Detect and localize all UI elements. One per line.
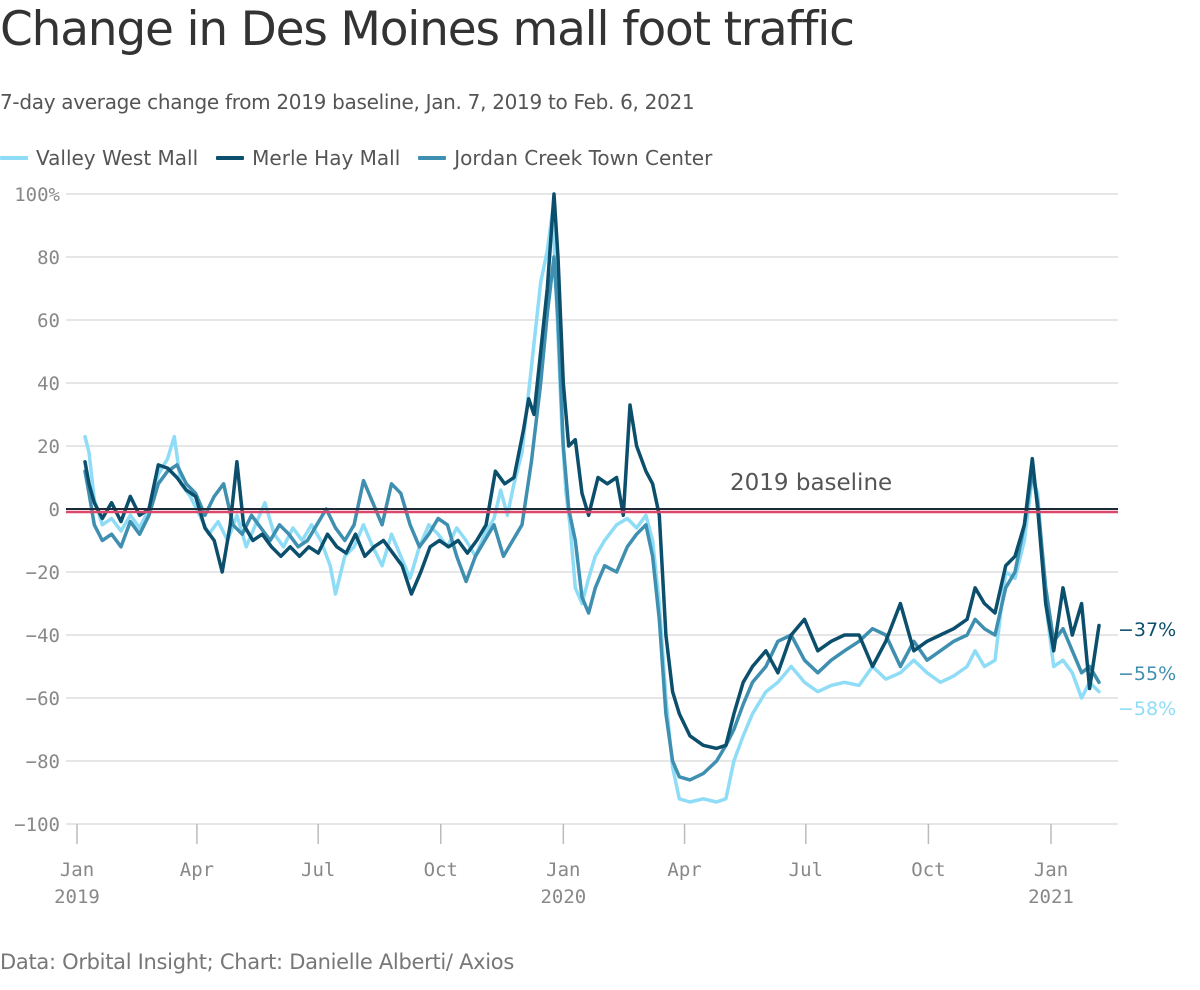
legend-swatch-valley-west <box>0 156 28 160</box>
y-tick-label: 60 <box>37 310 60 332</box>
x-tick-label: Apr <box>667 859 701 881</box>
chart-legend: Valley West Mall Merle Hay Mall Jordan C… <box>0 146 730 170</box>
x-axis: Jan 2019 Apr Jul Oct Jan 2020 Apr Jul Oct Jan 2021 <box>54 824 1074 908</box>
x-tick-year: 2020 <box>540 886 586 908</box>
y-tick-label: −100 <box>14 814 60 836</box>
legend-label-valley-west: Valley West Mall <box>36 146 199 170</box>
y-tick-label: 0 <box>49 499 60 521</box>
x-tick-label: Apr <box>180 859 214 881</box>
x-tick-label: Oct <box>911 859 945 881</box>
chart-subtitle: 7-day average change from 2019 baseline,… <box>0 90 695 114</box>
chart-source: Data: Orbital Insight; Chart: Danielle A… <box>0 950 514 974</box>
y-tick-label: 40 <box>37 373 60 395</box>
legend-swatch-merle-hay <box>216 156 245 160</box>
legend-swatch-jordan-creek <box>418 156 447 160</box>
baseline: 2019 baseline <box>66 470 1118 514</box>
series-line-jordan-creek <box>83 255 1101 782</box>
baseline-annotation: 2019 baseline <box>730 470 892 496</box>
end-labels: −37% −55% −58% <box>1118 619 1176 720</box>
end-label-jordan-creek: −55% <box>1118 663 1176 685</box>
y-tick-label: −20 <box>26 562 60 584</box>
y-tick-label: −60 <box>26 688 60 710</box>
legend-item-jordan-creek: Jordan Creek Town Center <box>418 146 712 170</box>
x-tick-label: Jan <box>546 859 580 881</box>
x-tick-label: Oct <box>424 859 458 881</box>
end-label-merle-hay: −37% <box>1118 619 1176 641</box>
legend-label-jordan-creek: Jordan Creek Town Center <box>454 146 713 170</box>
x-tick-year: 2019 <box>54 886 100 908</box>
x-tick-label: Jul <box>301 859 335 881</box>
x-tick-label: Jan <box>60 859 94 881</box>
y-tick-label: 20 <box>37 436 60 458</box>
legend-item-valley-west: Valley West Mall <box>0 146 198 170</box>
legend-item-merle-hay: Merle Hay Mall <box>216 146 400 170</box>
y-axis: 100% 80 60 40 20 0 −20 −40 −60 −80 −100 <box>14 184 60 836</box>
y-tick-label: 80 <box>37 247 60 269</box>
end-label-valley-west: −58% <box>1118 698 1176 720</box>
series-lines <box>83 192 1101 804</box>
chart-title: Change in Des Moines mall foot traffic <box>0 2 855 57</box>
x-tick-label: Jan <box>1034 859 1068 881</box>
series-line-merle-hay <box>83 192 1101 751</box>
x-tick-year: 2021 <box>1028 886 1074 908</box>
x-tick-label: Jul <box>789 859 823 881</box>
y-tick-label: 100% <box>14 184 60 206</box>
y-tick-label: −40 <box>26 625 60 647</box>
legend-label-merle-hay: Merle Hay Mall <box>252 146 401 170</box>
y-tick-label: −80 <box>26 751 60 773</box>
